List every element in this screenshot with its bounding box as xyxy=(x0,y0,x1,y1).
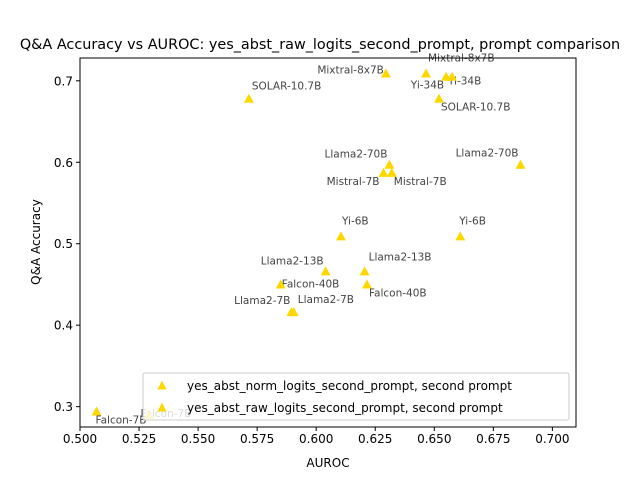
legend-marker-norm xyxy=(157,380,167,390)
x-tick-label: 0.600 xyxy=(299,432,333,446)
x-axis-label: AUROC xyxy=(306,456,349,470)
x-tick-label: 0.675 xyxy=(476,432,510,446)
data-point-label: Falcon-7B xyxy=(96,415,147,427)
y-axis-label: Q&A Accuracy xyxy=(29,199,43,285)
x-axis-ticks: 0.500 0.525 0.550 0.575 0.600 0.625 0.650 0.675… xyxy=(63,427,570,446)
data-point-marker xyxy=(361,279,372,289)
x-tick-label: 0.525 xyxy=(122,432,156,446)
y-axis-ticks: 0.3 0.4 0.5 0.6 0.7 xyxy=(54,74,80,414)
data-point-marker xyxy=(434,93,445,103)
x-tick-label: 0.700 xyxy=(535,432,569,446)
data-point-label: Llama2-13B xyxy=(369,251,432,263)
y-tick-label: 0.3 xyxy=(54,400,73,414)
data-point-marker xyxy=(455,231,466,241)
x-tick-label: 0.650 xyxy=(417,432,451,446)
data-point-marker xyxy=(515,159,526,169)
data-point-label: Yi-6B xyxy=(458,215,486,227)
x-tick-label: 0.550 xyxy=(181,432,215,446)
data-point-marker xyxy=(421,68,432,78)
plot-frame xyxy=(79,57,577,428)
data-point-label: Falcon-40B xyxy=(282,278,340,290)
data-point-label: Yi-34B xyxy=(410,80,444,92)
y-tick-label: 0.6 xyxy=(54,156,73,170)
data-point-marker xyxy=(91,406,102,416)
x-tick-label: 0.500 xyxy=(63,432,97,446)
data-point-marker xyxy=(286,307,297,317)
data-point-marker xyxy=(447,71,457,81)
data-point-label: Llama2-7B xyxy=(298,294,354,306)
legend: yes_abst_norm_logits_second_prompt, seco… xyxy=(142,372,570,421)
data-point-label: Llama2-70B xyxy=(456,148,519,160)
data-point-marker xyxy=(378,167,389,177)
data-point-label: Mixtral-8x7B xyxy=(317,64,384,76)
point-annotations: Mixtral-8x7B Yi-34B SOLAR-10.7B Llama2-70B M… xyxy=(96,52,519,426)
data-point-label: SOLAR-10.7B xyxy=(252,81,321,93)
x-tick-label: 0.575 xyxy=(240,432,274,446)
data-point-label: Yi-6B xyxy=(341,215,369,227)
y-tick-label: 0.4 xyxy=(54,319,73,333)
data-point-marker xyxy=(243,93,254,103)
data-point-label: SOLAR-10.7B xyxy=(441,102,510,114)
data-point-marker xyxy=(386,167,397,177)
data-point-marker xyxy=(384,159,395,169)
data-point-label: Mistral-7B xyxy=(394,176,447,188)
data-point-marker xyxy=(380,68,391,78)
data-point-label: Llama2-13B xyxy=(261,255,324,267)
legend-box xyxy=(142,372,570,421)
data-point-marker xyxy=(275,279,286,289)
legend-label-raw: yes_abst_raw_logits_second_prompt, secon… xyxy=(187,401,503,415)
y-tick-label: 0.7 xyxy=(54,74,73,88)
legend-marker-raw xyxy=(157,402,167,412)
legend-label-norm: yes_abst_norm_logits_second_prompt, seco… xyxy=(187,379,512,393)
x-tick-label: 0.625 xyxy=(358,432,392,446)
data-point-label: Mistral-7B xyxy=(327,176,380,188)
data-point-marker xyxy=(320,266,331,276)
data-point-marker xyxy=(359,266,370,276)
data-point-label: Llama2-70B xyxy=(325,149,388,161)
y-tick-label: 0.5 xyxy=(54,237,73,251)
chart-title: Q&A Accuracy vs AUROC: yes_abst_raw_logi… xyxy=(20,37,620,53)
data-point-marker xyxy=(335,231,346,241)
data-point-label: Llama2-7B xyxy=(234,295,290,307)
data-point-label: Falcon-40B xyxy=(369,287,427,299)
